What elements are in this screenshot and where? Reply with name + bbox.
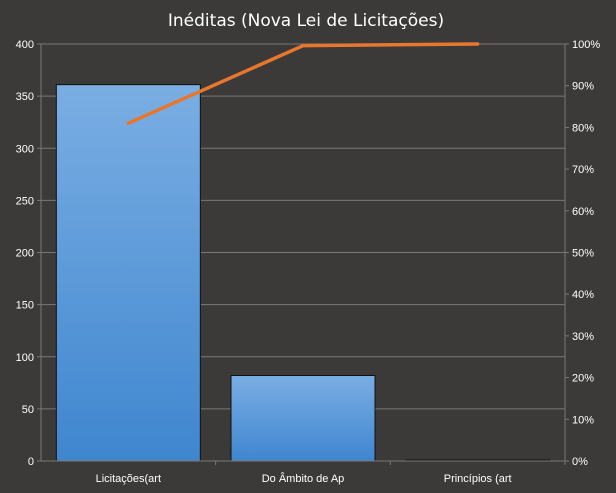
bar-layer [55,84,551,462]
y-tick-label: 250 [16,195,34,207]
y-tick-label: 350 [16,91,34,103]
axis-layer: 0 50 100 150 200 250 300 350 400 0% 10% 20% 30% 40% 50… [16,39,601,485]
y2-tick-label: 30% [572,331,594,343]
y-tick-label: 300 [16,143,34,155]
y-tick-label: 150 [16,300,34,312]
y-tick-label: 400 [16,39,34,51]
line-layer [126,42,480,125]
y2-tick-label: 20% [572,373,594,385]
y2-tick-label: 60% [572,206,594,218]
bar [230,375,376,462]
y2-tick-label: 70% [572,164,594,176]
y2-tick-label: 40% [572,289,594,301]
y2-tick-label: 90% [572,81,594,93]
y2-tick-label: 100% [572,39,600,51]
y-tick-label: 200 [16,248,34,260]
chart-title: Inéditas (Nova Lei de Licitações) [168,11,444,31]
y-tick-label: 50 [22,404,34,416]
y-tick-label: 0 [28,456,34,468]
y-tick-label: 100 [16,352,34,364]
x-tick-label: Do Âmbito de Ap [262,472,345,485]
y2-tick-label: 10% [572,414,594,426]
x-tick-label: Licitações(art [96,473,161,485]
bar [55,84,201,462]
x-tick-label: Princípios (art [444,473,512,485]
y2-tick-label: 80% [572,122,594,134]
cumulative-line [126,42,480,125]
y2-tick-label: 0% [572,456,588,468]
y2-tick-label: 50% [572,248,594,260]
